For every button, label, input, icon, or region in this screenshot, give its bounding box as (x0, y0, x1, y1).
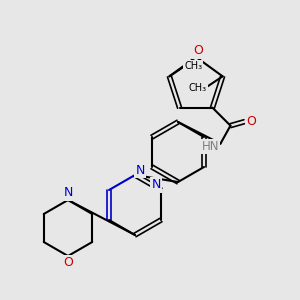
Text: CH₃: CH₃ (184, 61, 202, 71)
Text: O: O (63, 256, 73, 269)
Text: N: N (151, 178, 161, 191)
Text: HN: HN (202, 140, 219, 153)
Text: N: N (135, 164, 145, 176)
Text: O: O (247, 115, 256, 128)
Text: O: O (193, 44, 203, 58)
Text: CH₃: CH₃ (189, 83, 207, 93)
Text: N: N (63, 187, 73, 200)
